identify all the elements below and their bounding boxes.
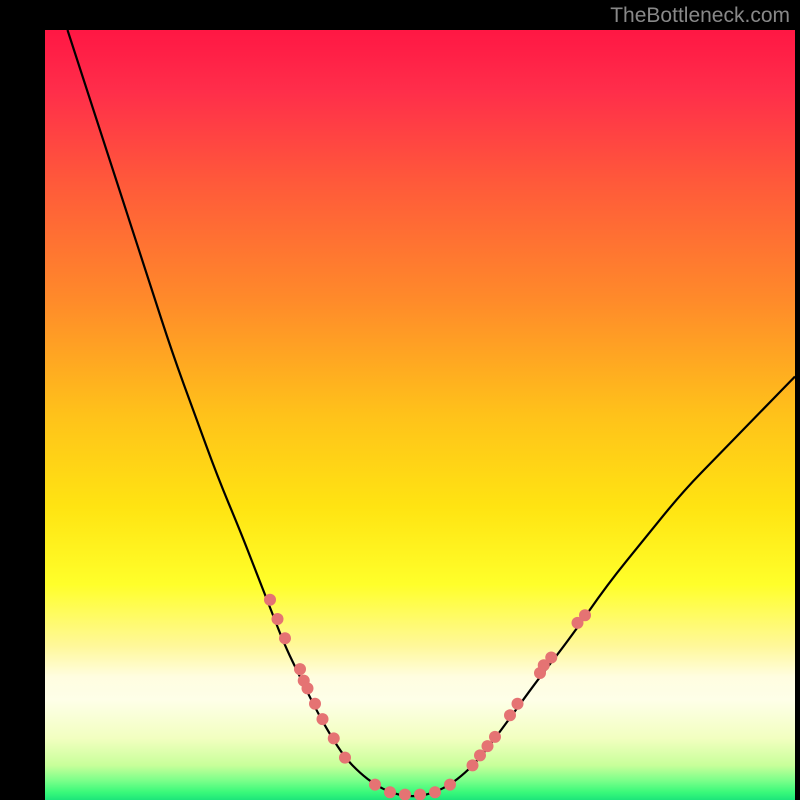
data-point: [545, 652, 557, 664]
data-point: [384, 786, 396, 798]
data-point: [512, 698, 524, 710]
bottleneck-chart: [45, 30, 795, 800]
data-point: [309, 698, 321, 710]
chart-svg: [45, 30, 795, 800]
data-point: [294, 663, 306, 675]
data-point: [317, 713, 329, 725]
watermark-text: TheBottleneck.com: [610, 4, 790, 28]
data-point: [474, 749, 486, 761]
data-point: [272, 613, 284, 625]
data-point: [482, 740, 494, 752]
data-point: [444, 779, 456, 791]
data-point: [467, 759, 479, 771]
data-point: [328, 732, 340, 744]
data-point: [302, 682, 314, 694]
data-point: [429, 786, 441, 798]
chart-background: [45, 30, 795, 800]
data-point: [579, 609, 591, 621]
data-point: [369, 779, 381, 791]
data-point: [339, 752, 351, 764]
data-point: [279, 632, 291, 644]
data-point: [504, 709, 516, 721]
data-point: [489, 731, 501, 743]
data-point: [264, 594, 276, 606]
